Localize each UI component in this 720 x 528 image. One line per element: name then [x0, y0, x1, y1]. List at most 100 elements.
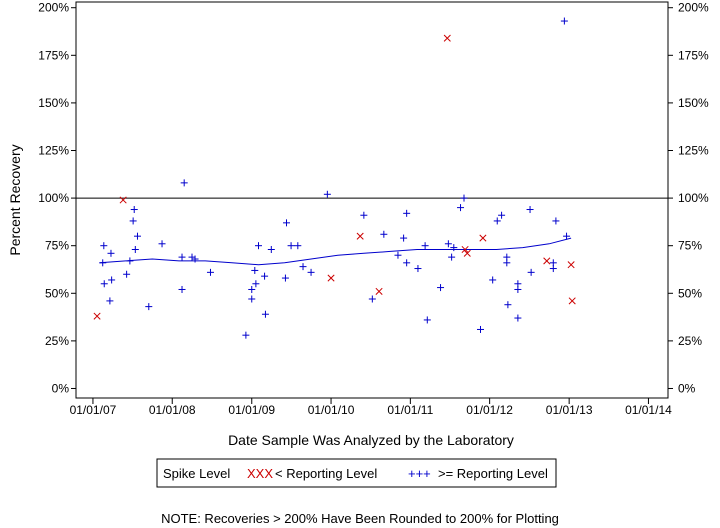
above-reporting-level-point: [423, 316, 431, 324]
below-reporting-level-point: [375, 287, 383, 295]
below-reporting-level-point: [461, 245, 469, 254]
x-tick-label: 01/01/09: [228, 403, 275, 417]
marker-stroke: [479, 234, 487, 242]
above-reporting-level-point: [421, 242, 429, 250]
legend-label-above: >= Reporting Level: [438, 466, 548, 481]
below-reporting-level-point: [327, 274, 335, 282]
marker-stroke: [356, 232, 364, 240]
legend-label-below: < Reporting Level: [275, 466, 377, 481]
marker-stroke: [119, 196, 127, 204]
above-reporting-level-point: [552, 217, 560, 225]
marker-stroke: [463, 249, 471, 257]
above-reporting-level-point: [106, 297, 114, 305]
x-tick-label: 01/01/07: [70, 403, 117, 417]
legend-sample-x: XXX: [247, 466, 273, 481]
above-reporting-level-point: [99, 259, 107, 267]
above-reporting-level-point: [504, 301, 512, 309]
below-reporting-level-point: [568, 297, 576, 305]
above-reporting-level-point: [299, 263, 307, 271]
legend: Spike Level XXX < Reporting Level +++ >=…: [156, 458, 557, 488]
plot-note: NOTE: Recoveries > 200% Have Been Rounde…: [161, 511, 559, 526]
above-reporting-level-point: [178, 253, 186, 261]
above-reporting-level-point: [414, 265, 422, 273]
y-tick-label-left: 75%: [45, 239, 69, 253]
marker-stroke: [93, 312, 101, 320]
above-reporting-level-point: [242, 331, 250, 339]
legend-title: Spike Level: [163, 466, 230, 481]
above-reporting-level-point: [100, 280, 108, 288]
above-reporting-level-point: [394, 251, 402, 259]
above-reporting-level-point: [261, 310, 269, 318]
above-reporting-level-point: [448, 253, 456, 261]
above-reporting-level-point: [549, 265, 557, 273]
below-reporting-level-point: [543, 257, 551, 265]
above-reporting-level-point: [477, 325, 485, 333]
above-reporting-level-point: [437, 284, 445, 292]
above-reporting-level-point: [248, 285, 256, 293]
above-reporting-level-point: [450, 244, 458, 252]
above-reporting-level-point: [126, 257, 134, 265]
plot-frame: [75, 1, 669, 399]
above-reporting-level-point: [526, 206, 534, 214]
above-reporting-level-point: [129, 217, 137, 225]
above-reporting-level-point: [145, 303, 153, 311]
above-reporting-level-point: [489, 276, 497, 284]
trend-line-group: [99, 237, 572, 266]
above-reporting-level-point: [360, 211, 368, 219]
above-reporting-level-point: [307, 268, 315, 276]
x-tick-label: 01/01/11: [387, 403, 433, 417]
marker-stroke: [568, 297, 576, 305]
above-reporting-level-point: [323, 190, 331, 198]
above-reporting-level-point: [294, 242, 302, 250]
above-reporting-level-point: [560, 17, 568, 25]
below-reporting-level-point: [463, 249, 471, 257]
above-reporting-level-point: [133, 232, 141, 240]
y-tick-label-left: 0%: [52, 381, 70, 395]
above-reporting-level-point: [287, 242, 295, 250]
above-reporting-level-point: [403, 259, 411, 267]
above-reporting-level-point: [123, 270, 131, 278]
above-reporting-level-point: [254, 242, 262, 250]
y-tick-label-right: 75%: [678, 239, 702, 253]
marker-stroke: [375, 287, 383, 295]
above-reporting-level-point: [131, 246, 139, 253]
below-reporting-level-point: [479, 234, 487, 242]
below-reporting-level-point: [356, 232, 364, 240]
marker-stroke: [461, 245, 469, 254]
above-reporting-level-point: [100, 242, 108, 250]
above-reporting-level-point: [498, 211, 506, 219]
x-tick-label: 01/01/08: [149, 403, 196, 417]
plot-border: [75, 1, 669, 399]
above-reporting-level-point: [514, 280, 522, 288]
x-tick-label: 01/01/13: [546, 403, 593, 417]
above-reporting-level-point: [283, 219, 291, 227]
above-reporting-level-point: [251, 266, 259, 274]
y-tick-label-right: 50%: [678, 286, 702, 300]
above-reporting-level-point: [267, 246, 275, 253]
legend-sample-plus: +++: [408, 466, 431, 481]
above-reporting-level-point: [248, 295, 256, 303]
above-reporting-level-point: [460, 194, 468, 202]
above-reporting-level-point: [252, 280, 260, 288]
x-axis-title: Date Sample Was Analyzed by the Laborato…: [228, 432, 514, 448]
x-tick-label: 01/01/12: [466, 403, 513, 417]
above-reporting-level-point: [400, 234, 408, 242]
y-tick-label-left: 125%: [38, 144, 69, 158]
above-reporting-level-point: [457, 204, 465, 212]
marker-stroke: [443, 34, 451, 42]
y-tick-label-right: 100%: [678, 191, 709, 205]
above-reporting-level-point: [380, 230, 388, 238]
above-reporting-level-point: [527, 268, 535, 276]
above-reporting-level-point: [178, 285, 186, 293]
below-reporting-level-point: [567, 261, 575, 269]
above-reporting-level-point: [403, 209, 411, 217]
above-reporting-level-point: [261, 272, 269, 280]
x-tick-label: 01/01/14: [625, 403, 672, 417]
below-reporting-level-point: [93, 312, 101, 320]
above-reporting-level-point: [563, 232, 571, 240]
y-tick-label-left: 100%: [38, 191, 69, 205]
y-tick-label-right: 0%: [678, 381, 696, 395]
y-axis-title: Percent Recovery: [7, 144, 23, 255]
x-tick-label: 01/01/10: [308, 403, 355, 417]
